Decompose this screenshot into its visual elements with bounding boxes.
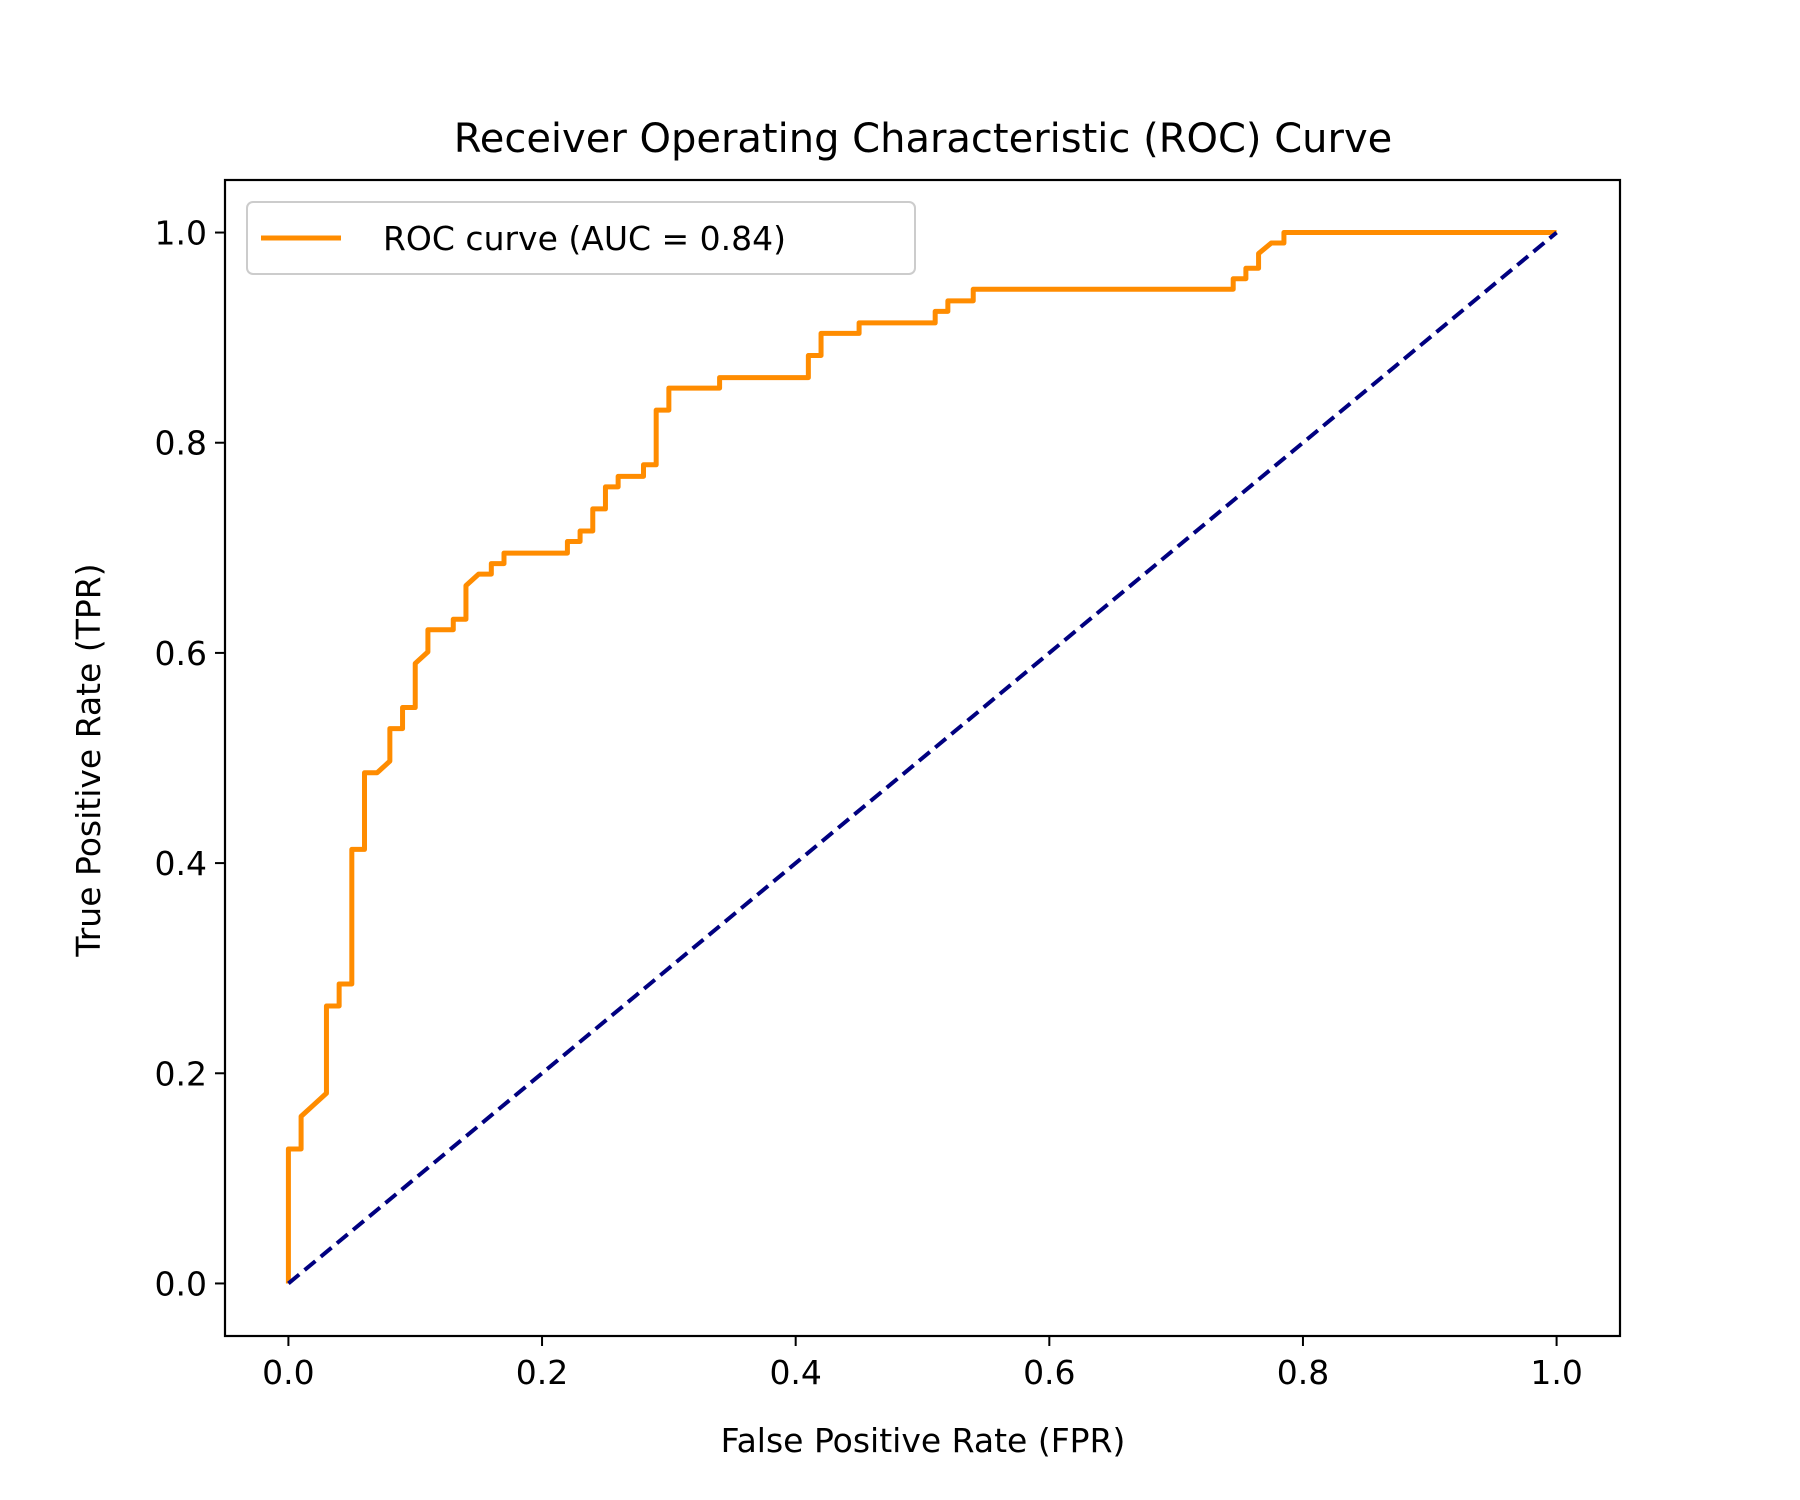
x-axis-label: False Positive Rate (FPR) bbox=[721, 1421, 1126, 1460]
y-tick-label: 1.0 bbox=[155, 214, 207, 253]
legend: ROC curve (AUC = 0.84) bbox=[246, 201, 916, 275]
x-tick-label: 1.0 bbox=[1530, 1353, 1582, 1392]
plot-area: 0.0 0.2 0.4 0.6 0.8 1.0 0.0 0.2 0.4 0.6 0.8 1.0 bbox=[155, 178, 1622, 1392]
legend-label: ROC curve (AUC = 0.84) bbox=[383, 219, 786, 258]
y-tick-label: 0.2 bbox=[155, 1054, 207, 1093]
y-tick-label: 0.8 bbox=[155, 424, 207, 463]
y-axis-label: True Positive Rate (TPR) bbox=[69, 563, 108, 957]
y-tick-label: 0.0 bbox=[155, 1264, 207, 1303]
x-tick-label: 0.6 bbox=[1023, 1353, 1075, 1392]
y-tick-label: 0.6 bbox=[155, 634, 207, 673]
x-tick-label: 0.0 bbox=[262, 1353, 314, 1392]
x-tick-label: 0.8 bbox=[1277, 1353, 1329, 1392]
axes-frame bbox=[223, 178, 1622, 1338]
roc-curve-line bbox=[285, 230, 1557, 1284]
y-tick-label: 0.4 bbox=[155, 844, 207, 883]
legend-box bbox=[246, 201, 916, 275]
chance-diagonal-line bbox=[287, 231, 1558, 1285]
chart-title: Receiver Operating Characteristic (ROC) … bbox=[454, 116, 1393, 162]
x-tick-label: 0.2 bbox=[516, 1353, 568, 1392]
x-tick-label: 0.4 bbox=[769, 1353, 821, 1392]
